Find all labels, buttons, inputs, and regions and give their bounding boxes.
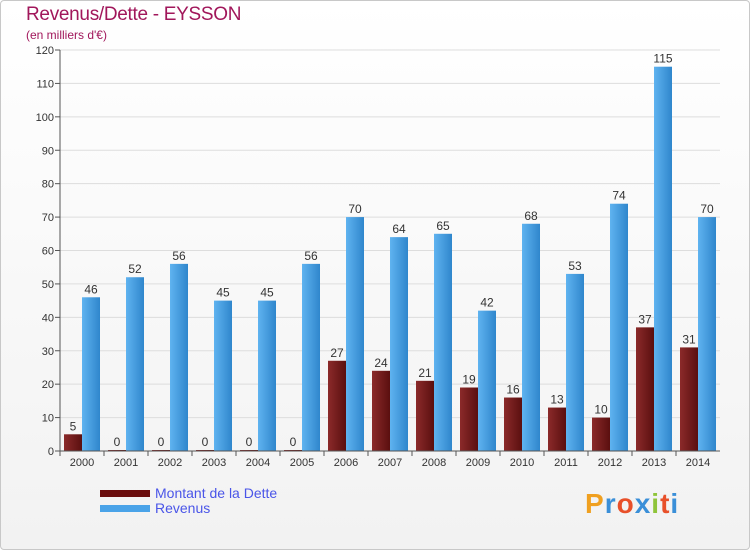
bar-revenus [346, 217, 364, 451]
x-tick-label: 2002 [158, 457, 182, 469]
bar-dette [592, 417, 610, 451]
chart-subtitle: (en milliers d'€) [26, 28, 107, 42]
logo-letter: r [604, 488, 617, 519]
bar-revenus [82, 297, 100, 451]
y-tick-label: 40 [42, 312, 54, 324]
data-label-revenus: 115 [653, 52, 672, 66]
y-tick-label: 60 [42, 246, 54, 258]
legend-label-revenus: Revenus [155, 500, 211, 516]
bar-revenus [522, 223, 540, 451]
data-label-dette: 37 [638, 312, 652, 326]
y-tick-label: 10 [42, 413, 54, 425]
chart-title: Revenus/Dette - EYSSON [26, 4, 242, 25]
data-label-revenus: 70 [700, 202, 714, 216]
bar-dette [372, 370, 390, 451]
legend-label-dette: Montant de la Dette [155, 485, 278, 501]
x-tick-label: 2007 [378, 457, 402, 469]
logo-letter: t [660, 488, 671, 519]
y-tick-label: 20 [42, 379, 54, 391]
data-label-revenus: 65 [436, 219, 450, 233]
bar-revenus [566, 273, 584, 451]
bar-revenus [610, 203, 628, 451]
data-label-dette: 13 [550, 393, 564, 407]
data-label-revenus: 42 [480, 296, 494, 310]
bar-dette [416, 380, 434, 451]
data-label-dette: 10 [594, 403, 608, 417]
data-label-revenus: 53 [568, 259, 582, 273]
logo-letter: P [585, 488, 605, 519]
data-label-revenus: 70 [348, 202, 362, 216]
data-label-revenus: 64 [392, 222, 406, 236]
bar-revenus [478, 310, 496, 451]
bar-dette [460, 387, 478, 451]
data-label-dette: 0 [202, 435, 209, 449]
data-label-dette: 0 [158, 435, 165, 449]
bar-dette [328, 360, 346, 451]
bar-revenus [434, 233, 452, 451]
x-tick-label: 2014 [686, 457, 710, 469]
x-tick-label: 2009 [466, 457, 490, 469]
bar-revenus [170, 263, 188, 451]
x-tick-label: 2001 [114, 457, 138, 469]
data-label-revenus: 56 [172, 249, 186, 263]
x-tick-label: 2003 [202, 457, 226, 469]
data-label-revenus: 45 [260, 286, 274, 300]
bar-revenus [214, 300, 232, 451]
bar-revenus [126, 277, 144, 451]
x-tick-label: 2000 [70, 457, 94, 469]
data-label-revenus: 68 [524, 209, 538, 223]
data-label-revenus: 45 [216, 286, 230, 300]
bar-dette [680, 347, 698, 451]
bar-revenus [258, 300, 276, 451]
data-label-revenus: 46 [84, 282, 98, 296]
data-label-dette: 21 [418, 366, 432, 380]
data-label-revenus: 52 [128, 262, 142, 276]
bar-revenus [654, 66, 672, 451]
bar-dette [504, 397, 522, 451]
logo-letter: i [670, 488, 680, 519]
y-tick-label: 50 [42, 279, 54, 291]
y-tick-label: 80 [42, 179, 54, 191]
data-label-revenus: 74 [612, 189, 626, 203]
data-label-revenus: 56 [304, 249, 318, 263]
x-tick-label: 2006 [334, 457, 358, 469]
x-tick-label: 2012 [598, 457, 622, 469]
logo-letter: i [651, 488, 661, 519]
data-label-dette: 5 [70, 419, 77, 433]
data-label-dette: 0 [246, 435, 253, 449]
x-tick-label: 2008 [422, 457, 446, 469]
x-tick-label: 2010 [510, 457, 534, 469]
y-tick-label: 30 [42, 346, 54, 358]
y-tick-label: 110 [36, 78, 54, 90]
data-label-dette: 31 [682, 332, 696, 346]
y-tick-label: 100 [36, 112, 54, 124]
data-label-dette: 27 [330, 346, 344, 360]
data-label-dette: 19 [462, 373, 476, 387]
data-label-dette: 16 [506, 383, 520, 397]
data-label-dette: 0 [290, 435, 297, 449]
bar-revenus [302, 263, 320, 451]
bar-dette [636, 327, 654, 451]
y-tick-label: 90 [42, 145, 54, 157]
x-tick-label: 2004 [246, 457, 270, 469]
logo-letter: o [616, 488, 635, 519]
proxiti-logo: Proxiti [585, 488, 679, 520]
legend-swatch-dette [100, 490, 150, 497]
data-label-dette: 0 [114, 435, 121, 449]
x-tick-label: 2011 [554, 457, 578, 469]
bar-revenus [390, 237, 408, 451]
legend-swatch-revenus [100, 505, 150, 512]
y-tick-label: 70 [42, 212, 54, 224]
bar-dette [548, 407, 566, 451]
x-tick-label: 2013 [642, 457, 666, 469]
y-tick-label: 0 [48, 446, 54, 458]
x-tick-label: 2005 [290, 457, 314, 469]
logo-letter: x [634, 488, 652, 519]
y-tick-label: 120 [36, 45, 54, 57]
bar-dette [64, 434, 82, 451]
data-label-dette: 24 [374, 356, 388, 370]
bar-revenus [698, 217, 716, 451]
